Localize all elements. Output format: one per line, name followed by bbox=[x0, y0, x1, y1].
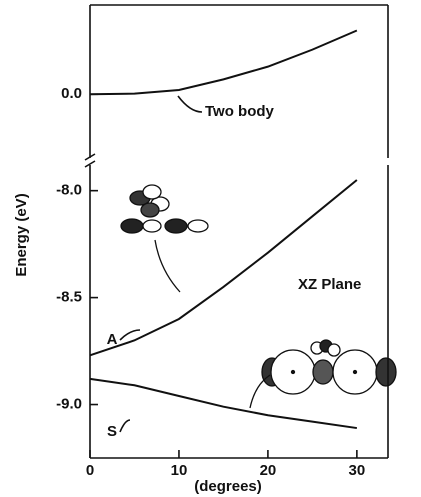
x-tick-label: 30 bbox=[349, 462, 366, 479]
leader-line bbox=[177, 95, 203, 113]
series-line bbox=[89, 179, 358, 357]
series-label: A bbox=[107, 331, 118, 348]
y-axis-label: Energy (eV) bbox=[13, 193, 30, 276]
series-line bbox=[89, 29, 358, 96]
axis-frame bbox=[89, 165, 389, 459]
axis-frame bbox=[89, 4, 389, 158]
x-tick-label: 0 bbox=[86, 462, 94, 479]
axis-break bbox=[84, 160, 96, 168]
y-tick-label: -9.0 bbox=[56, 396, 82, 413]
y-tick-label: -8.0 bbox=[56, 182, 82, 199]
leader-line bbox=[119, 329, 141, 341]
x-tick-label: 10 bbox=[171, 462, 188, 479]
orbital-drawings bbox=[120, 184, 397, 409]
y-tick-label: 0.0 bbox=[61, 85, 82, 102]
annotation: XZ Plane bbox=[298, 276, 361, 293]
x-axis-label: (degrees) bbox=[194, 478, 262, 495]
series-line bbox=[89, 377, 358, 430]
y-tick-label: -8.5 bbox=[56, 289, 82, 306]
x-tick-label: 20 bbox=[260, 462, 277, 479]
series-label: Two body bbox=[205, 103, 275, 120]
leader-line bbox=[119, 419, 131, 433]
series-label: S bbox=[107, 423, 117, 440]
axis-break bbox=[84, 153, 96, 161]
